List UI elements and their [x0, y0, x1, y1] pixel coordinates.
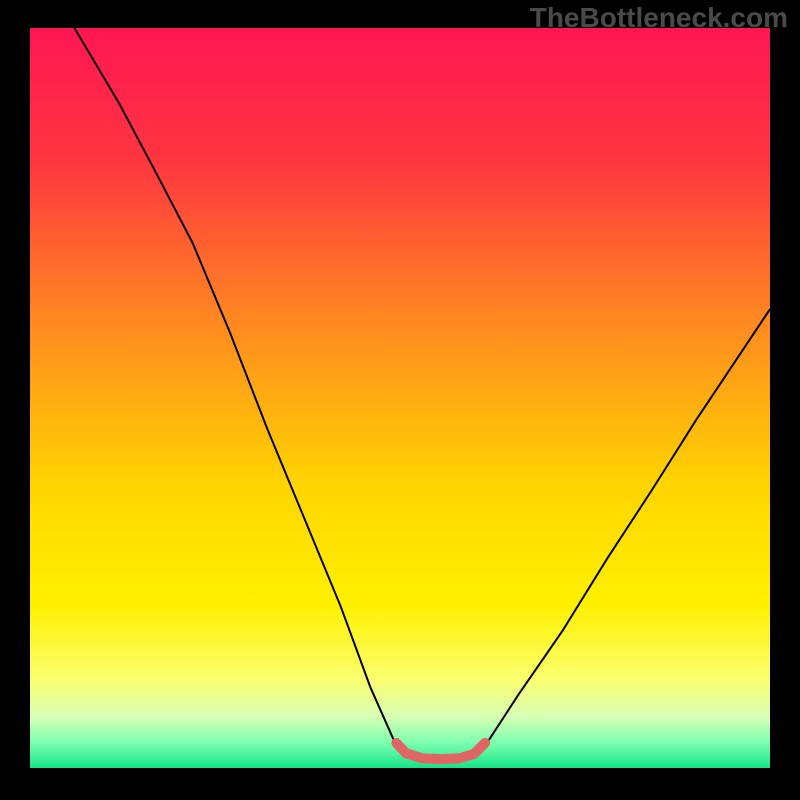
- plot-area: [30, 28, 770, 768]
- bottleneck-curve-left: [74, 28, 396, 746]
- chart-frame: TheBottleneck.com: [0, 0, 800, 800]
- valley-highlight: [396, 743, 485, 759]
- chart-overlay: [30, 28, 770, 768]
- branding-watermark: TheBottleneck.com: [530, 2, 788, 34]
- bottleneck-curve-right: [485, 309, 770, 746]
